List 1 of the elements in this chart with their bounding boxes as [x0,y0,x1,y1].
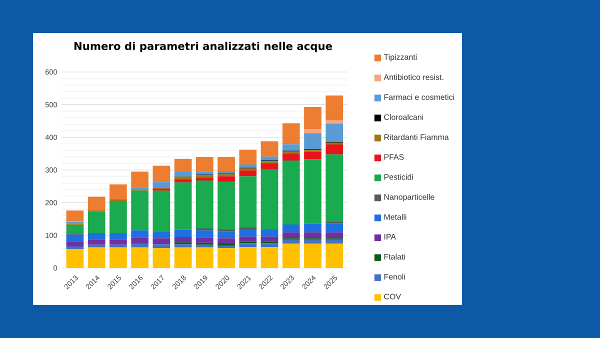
chart-title: Numero di parametri analizzati nelle acque [74,42,332,52]
